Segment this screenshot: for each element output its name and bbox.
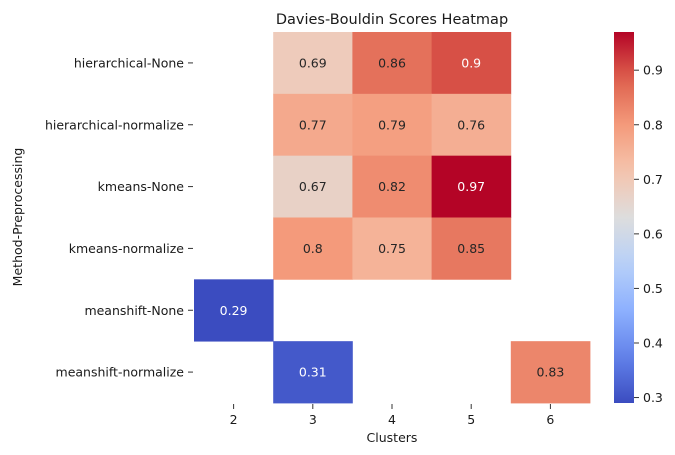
colorbar-tick-label: 0.7	[643, 172, 663, 187]
y-tick-label: hierarchical-None	[74, 55, 184, 70]
y-tick-label: meanshift-normalize	[56, 365, 185, 380]
cell-value-label: 0.83	[536, 365, 564, 380]
heatmap-cell	[352, 217, 432, 280]
y-tick-labels: hierarchical-None hierarchical-normalize k…	[45, 55, 193, 380]
colorbar-tick-label: 0.6	[643, 226, 663, 241]
heatmap-cell	[510, 341, 591, 404]
x-tick-label: 2	[230, 412, 238, 427]
cell-value-label: 0.31	[299, 365, 327, 380]
cell-value-label: 0.79	[378, 117, 406, 132]
heatmap-cell	[431, 93, 512, 157]
cell-value-label: 0.75	[378, 241, 406, 256]
cell-value-label: 0.8	[303, 241, 323, 256]
heatmap-cell	[273, 155, 353, 218]
colorbar	[614, 32, 634, 403]
y-axis-label: Method-Preprocessing	[10, 148, 25, 287]
heatmap-cell	[273, 341, 353, 404]
cell-value-label: 0.67	[299, 179, 327, 194]
x-tick-label: 6	[546, 412, 554, 427]
cell-value-label: 0.97	[457, 179, 485, 194]
colorbar-tick-label: 0.9	[643, 63, 663, 78]
cell-value-label: 0.76	[457, 117, 485, 132]
x-tick-label: 5	[467, 412, 475, 427]
heatmap-cell	[431, 32, 512, 95]
y-tick-label: hierarchical-normalize	[45, 117, 184, 132]
x-axis-label: Clusters	[367, 430, 418, 445]
heatmap-cells: 0.69 0.86 0.9 0.77 0.79 0.76 0.67 0.82 0.97 0.8 0.…	[194, 32, 591, 404]
heatmap-cell	[352, 93, 432, 157]
heatmap-cell	[273, 217, 353, 280]
colorbar-tick-label: 0.3	[643, 390, 663, 405]
x-tick-label: 3	[309, 412, 317, 427]
cell-value-label: 0.29	[220, 303, 248, 318]
cell-value-label: 0.85	[457, 241, 485, 256]
y-tick-label: meanshift-None	[84, 303, 184, 318]
cell-value-label: 0.9	[461, 55, 481, 70]
colorbar-tick-label: 0.4	[643, 335, 663, 350]
y-tick-label: kmeans-normalize	[69, 241, 185, 256]
cell-value-label: 0.86	[378, 55, 406, 70]
heatmap-cell	[273, 93, 353, 157]
cell-value-label: 0.77	[299, 117, 327, 132]
cell-value-label: 0.69	[299, 55, 327, 70]
heatmap-cell	[194, 279, 274, 342]
colorbar-tick-label: 0.5	[643, 281, 663, 296]
colorbar-ticks: 0.3 0.4 0.5 0.6 0.7 0.8 0.9	[634, 63, 663, 405]
x-tick-labels: 2 3 4 5 6	[230, 404, 554, 427]
heatmap-cell	[431, 155, 512, 218]
colorbar-tick-label: 0.8	[643, 117, 663, 132]
heatmap-cell	[352, 32, 432, 95]
heatmap-cell	[431, 217, 512, 280]
heatmap-cell	[352, 155, 432, 218]
heatmap-cell	[273, 32, 353, 95]
cell-value-label: 0.82	[378, 179, 406, 194]
chart-title: Davies-Bouldin Scores Heatmap	[276, 12, 508, 28]
x-tick-label: 4	[388, 412, 396, 427]
y-tick-label: kmeans-None	[98, 179, 185, 194]
